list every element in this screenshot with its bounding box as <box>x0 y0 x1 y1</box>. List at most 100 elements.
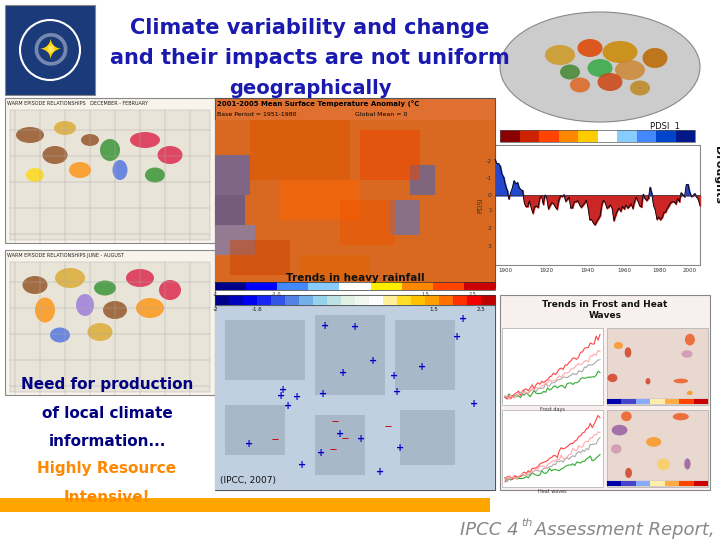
Text: +: + <box>318 448 325 458</box>
Bar <box>656 130 675 142</box>
Bar <box>598 130 617 142</box>
Text: -1: -1 <box>486 176 492 181</box>
Text: Trends in Frost and Heat
Waves: Trends in Frost and Heat Waves <box>542 300 667 320</box>
Text: ✦: ✦ <box>38 36 62 64</box>
Text: and their impacts are not uniform: and their impacts are not uniform <box>110 48 510 68</box>
Bar <box>607 410 708 487</box>
Text: geographically: geographically <box>229 78 391 98</box>
Ellipse shape <box>657 458 670 470</box>
Text: 2000: 2000 <box>683 268 697 273</box>
Bar <box>665 481 679 486</box>
Text: 1.5: 1.5 <box>429 307 438 312</box>
Bar <box>215 225 255 255</box>
Text: +: + <box>321 321 329 331</box>
Bar <box>402 282 433 290</box>
Text: PDSI  1: PDSI 1 <box>650 122 680 131</box>
Text: Frost days: Frost days <box>540 407 565 412</box>
Text: +: + <box>298 460 306 470</box>
Ellipse shape <box>103 301 127 319</box>
Bar <box>215 98 495 288</box>
Ellipse shape <box>69 162 91 178</box>
Bar <box>502 328 603 405</box>
Bar <box>607 481 708 486</box>
Bar <box>539 130 559 142</box>
Ellipse shape <box>588 59 613 77</box>
Bar <box>464 282 495 290</box>
Bar <box>230 240 290 275</box>
Ellipse shape <box>100 139 120 161</box>
Bar <box>439 295 453 305</box>
Bar <box>271 295 285 305</box>
Bar <box>693 399 708 404</box>
Ellipse shape <box>645 378 650 384</box>
Text: PDSI: PDSI <box>477 197 483 213</box>
Bar <box>215 195 245 225</box>
Bar <box>5 250 215 395</box>
Text: 2: 2 <box>488 226 492 232</box>
Ellipse shape <box>684 458 690 469</box>
Text: +: + <box>336 429 343 440</box>
Text: Assessment Report, 2007: Assessment Report, 2007 <box>529 521 720 539</box>
Bar <box>500 130 520 142</box>
Ellipse shape <box>612 425 627 435</box>
Text: Droughts: Droughts <box>713 146 720 204</box>
Text: +: + <box>339 368 347 378</box>
Bar <box>313 295 327 305</box>
Text: +: + <box>470 399 479 409</box>
Text: +: + <box>357 434 365 444</box>
Bar <box>665 399 679 404</box>
Bar <box>277 282 308 290</box>
Text: IPCC 4: IPCC 4 <box>460 521 518 539</box>
Ellipse shape <box>603 41 637 63</box>
Bar <box>410 165 435 195</box>
Bar <box>215 120 495 288</box>
Bar <box>578 130 598 142</box>
Bar <box>607 399 621 404</box>
Bar <box>215 295 495 305</box>
Text: Heat waves: Heat waves <box>538 489 567 494</box>
Ellipse shape <box>577 39 603 57</box>
Bar <box>308 282 339 290</box>
Bar <box>360 130 420 180</box>
Bar <box>679 399 693 404</box>
Bar <box>397 295 411 305</box>
Bar <box>636 399 650 404</box>
Bar <box>285 295 299 305</box>
Text: +: + <box>319 389 327 399</box>
Bar <box>257 295 271 305</box>
Text: —: — <box>385 423 392 429</box>
Bar <box>339 282 371 290</box>
Text: Base Period = 1951-1980: Base Period = 1951-1980 <box>217 112 297 117</box>
Ellipse shape <box>126 269 154 287</box>
Text: +: + <box>279 384 287 395</box>
Bar <box>0 498 490 512</box>
Ellipse shape <box>630 80 650 96</box>
Text: 2001-2005 Mean Surface Temperature Anomaly (°C: 2001-2005 Mean Surface Temperature Anoma… <box>217 100 419 107</box>
Bar <box>315 315 385 395</box>
Text: 1960: 1960 <box>617 268 631 273</box>
Bar <box>650 399 665 404</box>
Text: Highly Resource: Highly Resource <box>37 462 176 476</box>
Ellipse shape <box>136 298 164 318</box>
Bar <box>215 282 495 290</box>
Bar <box>675 130 695 142</box>
Text: +: + <box>459 314 467 324</box>
Ellipse shape <box>621 411 631 421</box>
Text: +: + <box>369 355 377 366</box>
Bar <box>679 481 693 486</box>
Text: +: + <box>418 362 426 372</box>
Bar <box>340 200 395 245</box>
Text: Trends in heavy rainfall: Trends in heavy rainfall <box>286 273 424 283</box>
Ellipse shape <box>158 146 182 164</box>
Text: —: — <box>271 436 279 442</box>
Ellipse shape <box>570 78 590 92</box>
Bar <box>383 295 397 305</box>
Text: 3: 3 <box>488 245 492 249</box>
Ellipse shape <box>687 391 693 395</box>
Bar <box>650 481 665 486</box>
Bar <box>315 415 365 475</box>
Bar <box>607 399 708 404</box>
Text: —: — <box>330 447 337 453</box>
Bar <box>10 110 210 240</box>
Bar <box>215 155 250 195</box>
